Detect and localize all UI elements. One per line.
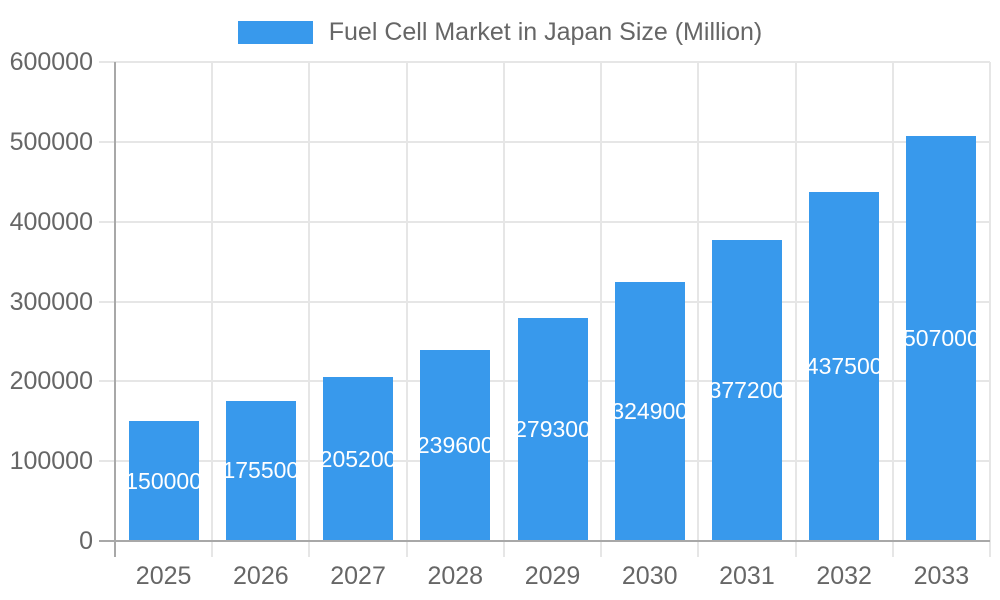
bar-value-label: 175500 (225, 457, 296, 484)
bar-value-label: 205200 (323, 445, 394, 472)
y-axis-tick-label: 600000 (9, 48, 93, 76)
y-axis-tick-label: 100000 (9, 447, 93, 476)
x-axis-tick-label: 2026 (233, 562, 289, 590)
x-axis-tick-label: 2027 (330, 562, 386, 590)
bar-2028[interactable]: 239600 (420, 349, 491, 541)
gridline-vertical (405, 62, 408, 557)
x-axis-tick-label: 2031 (719, 562, 775, 590)
gridline-vertical (891, 62, 894, 557)
bar-value-label: 437500 (809, 352, 880, 379)
x-axis-tick-label: 2028 (427, 562, 484, 590)
legend[interactable]: Fuel Cell Market in Japan Size (Million) (0, 17, 1000, 47)
bar-2025[interactable]: 150000 (128, 421, 199, 541)
x-axis-tick-label: 2032 (816, 562, 872, 590)
bar-value-label: 324900 (614, 397, 685, 424)
gridline-horizontal (99, 140, 990, 143)
bar-2029[interactable]: 279300 (517, 318, 588, 541)
bar-value-label: 279300 (517, 416, 588, 442)
y-axis-tick-label: 500000 (9, 127, 93, 156)
x-axis-tick-label: 2033 (913, 562, 970, 590)
bar-2032[interactable]: 437500 (809, 191, 880, 541)
gridline-vertical (697, 62, 700, 557)
y-axis-line (114, 62, 116, 557)
gridline-vertical (989, 62, 991, 557)
gridline-vertical (211, 62, 214, 557)
x-axis-tick-label: 2030 (621, 562, 678, 590)
gridline-vertical (794, 62, 797, 557)
bar-2026[interactable]: 175500 (225, 400, 296, 541)
bar-value-label: 507000 (906, 325, 977, 352)
gridline-vertical (600, 62, 603, 557)
gridline-vertical (308, 62, 311, 557)
x-axis-tick-label: 2025 (135, 562, 192, 590)
bar-2031[interactable]: 377200 (711, 239, 782, 541)
y-axis-tick-label: 0 (79, 527, 93, 555)
legend-label: Fuel Cell Market in Japan Size (Million) (328, 18, 763, 46)
y-axis-tick-label: 200000 (9, 367, 93, 396)
gridline-vertical (502, 62, 505, 557)
bar-2033[interactable]: 507000 (906, 136, 977, 541)
gridline-horizontal (99, 300, 990, 303)
gridline-horizontal (99, 220, 990, 223)
x-axis-line (99, 540, 990, 542)
y-axis-tick-label: 400000 (9, 207, 93, 236)
bar-2027[interactable]: 205200 (323, 377, 394, 541)
bar-value-label: 377200 (711, 376, 782, 403)
bar-value-label: 150000 (128, 467, 199, 494)
gridline-horizontal (99, 61, 990, 63)
bar-2030[interactable]: 324900 (614, 281, 685, 541)
x-axis-tick-label: 2029 (524, 562, 581, 590)
legend-swatch (237, 20, 313, 44)
bar-value-label: 239600 (420, 431, 491, 458)
y-axis-tick-label: 300000 (9, 287, 93, 316)
